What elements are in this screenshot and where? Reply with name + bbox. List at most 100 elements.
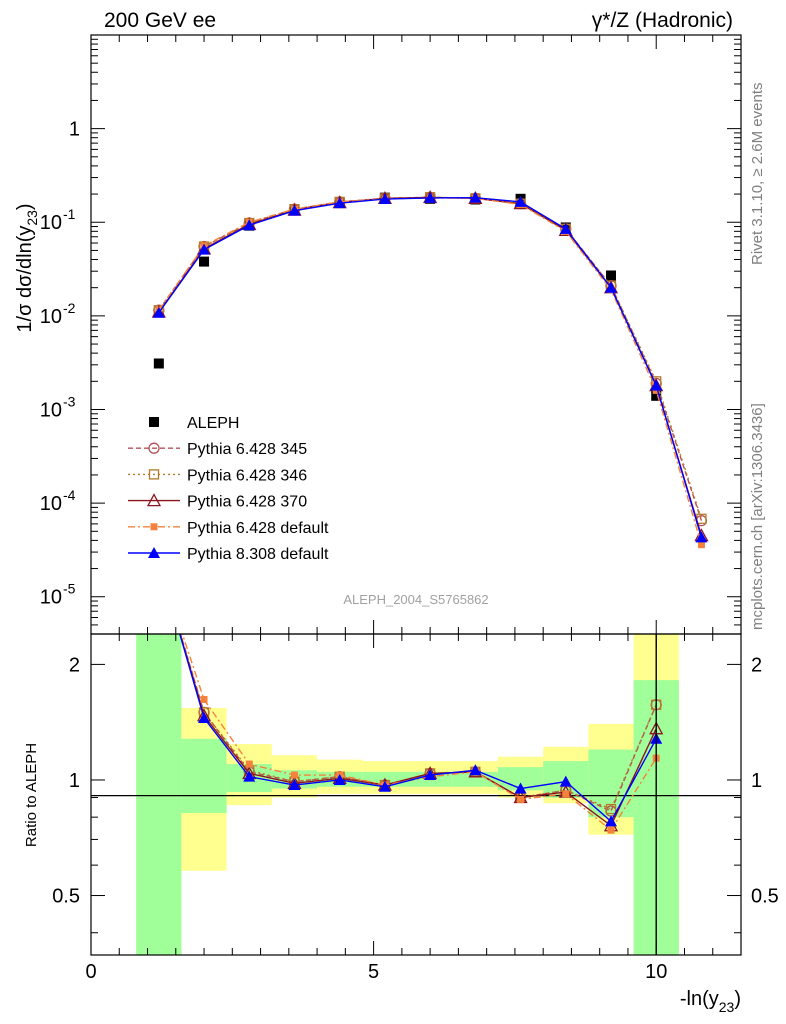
legend-label: Pythia 6.428 345 [187,441,307,458]
series-line-pythia-6-428-370 [158,196,703,536]
ratio-point-pythia-8-308-default [514,782,527,794]
header-left: 200 GeV ee [104,9,216,32]
legend-label: Pythia 6.428 346 [187,467,307,484]
ratio-y-tick-labels: 0.5 0.5 1 1 2 2 [52,654,779,907]
point-pythia-8-308-default [198,243,211,255]
ratio-point-pythia-8-308-default [559,775,572,787]
main-y-axis-ticks [90,35,742,635]
main-y-tick-exponent: -4 [63,487,76,503]
rivet-version-label: Rivet 3.1.10, ≥ 2.6M events [749,83,766,266]
stat-uncertainty-band [136,634,182,955]
point-pythia-8-308-default [605,281,617,293]
main-y-axis-label: 1/σ dσ/dln(y23) [14,203,40,332]
main-y-tick-exponent: -2 [63,300,76,316]
ratio-point-pythia-8-308-default [333,773,346,785]
point-aleph [696,648,706,658]
point-pythia-8-308-default [695,531,708,543]
x-tick-labels: 0 5 10 [85,961,667,983]
point-pythia-8-308-default [469,191,482,203]
legend-marker [146,493,162,507]
legend-label: Pythia 6.428 370 [187,494,307,511]
point-pythia-8-308-default [333,197,346,209]
ratio-point-pythia-6-428-default [562,790,570,798]
legend-marker [148,547,160,558]
ratio-y-tick-label-right: 2 [751,654,762,676]
ratio-y-tick-label: 1 [69,770,80,792]
point-pythia-8-308-default [559,222,572,234]
ratio-point-pythia-8-308-default [469,764,482,776]
legend-marker [148,469,160,480]
legend-label: Pythia 6.428 default [187,520,329,537]
legend-entry-pythia-6-428-370: Pythia 6.428 370 [128,493,307,511]
legend-entry-aleph: ALEPH [149,415,239,432]
ratio-point-pythia-6-428-default [607,826,615,834]
ratio-y-tick-label-right: 0.5 [751,886,779,908]
ratio-point-pythia-8-308-default [243,770,256,782]
ratio-y-axis-label: Ratio to ALEPH [23,743,40,847]
point-aleph [606,270,616,281]
point-aleph [651,390,662,401]
main-frame [90,34,742,635]
main-y-tick-exponent: -1 [63,206,76,222]
ratio-point-pythia-6-428-default [290,771,298,779]
point-pythia-8-308-default [424,191,437,203]
point-pythia-8-308-default [243,219,256,231]
main-y-tick-label: 10 [40,306,62,328]
main-y-tick-labels: 10 -510 -410 -310 -210 -11 [40,119,80,609]
point-aleph [199,256,210,267]
point-pythia-8-308-default [288,204,301,216]
ratio-uncertainty-bands [136,634,679,955]
mcplots-citation-label: mcplots.cern.ch [arXiv:1306.3436] [749,403,766,630]
legend-entry-pythia-6-428-345: Pythia 6.428 345 [128,441,307,458]
legend-label: ALEPH [187,415,239,432]
ratio-y-tick-label: 2 [69,654,80,676]
ratio-line-pythia-6-428-370 [179,634,657,827]
main-y-tick-exponent: -5 [63,581,76,597]
main-y-tick-label: 10 [40,399,62,421]
main-y-tick-label: 10 [40,212,62,234]
legend-entry-pythia-6-428-default: Pythia 6.428 default [128,520,329,537]
ratio-point-pythia-8-308-default [605,815,617,827]
legend-entry-pythia-6-428-346: Pythia 6.428 346 [128,467,307,484]
header-right: γ*/Z (Hadronic) [592,9,733,32]
legend-marker [148,442,160,454]
legend-label: Pythia 8.308 default [187,546,329,563]
main-y-tick-exponent: -3 [63,393,76,409]
watermark-analysis-id: ALEPH_2004_S5765862 [343,592,488,607]
ratio-point-pythia-8-308-default [198,712,211,724]
main-y-tick-label: 10 [40,587,62,609]
legend-entry-pythia-8-308-default: Pythia 8.308 default [128,546,329,563]
series-line-pythia-8-308-default [158,196,703,538]
point-aleph [153,358,164,369]
main-y-tick-label: 10 [40,493,62,515]
point-pythia-8-308-default [650,379,663,391]
ratio-point-pythia-6-428-default [245,760,253,768]
ratio-line-pythia-8-308-default [179,634,657,823]
x-axis-label: -ln(y23) [680,988,741,1015]
legend-marker [149,417,159,427]
ratio-point-pythia-8-308-default [424,769,437,781]
ratio-line-pythia-6-428-345 [179,634,657,812]
ratio-point-pythia-6-428-346 [605,803,617,815]
point-pythia-8-308-default [514,195,527,207]
ratio-panel: 0.5 0.5 1 1 2 2 0 5 10 Ratio to ALEPH -ln(y23) [23,634,779,1015]
stat-uncertainty-band [181,738,227,814]
main-panel: 10 -510 -410 -310 -210 -11 ALEPH_2004_S576586… [14,35,742,658]
ratio-frame [90,633,742,956]
point-pythia-8-308-default [378,193,391,205]
x-tick-label: 0 [85,961,96,983]
ratio-point-pythia-6-428-default [200,696,208,704]
ratio-y-tick-label: 0.5 [52,886,80,908]
legend-marker [150,523,158,531]
ratio-y-tick-label-right: 1 [751,770,762,792]
point-pythia-8-308-default [152,306,165,318]
legend: ALEPH Pythia 6.428 345 Pythia 6.428 346 Pyt… [128,415,329,563]
ratio-line-pythia-6-428-346 [179,634,657,810]
ratio-axis-ticks [90,634,742,955]
x-tick-label: 10 [645,961,667,983]
main-y-tick-label: 1 [69,119,80,141]
point-pythia-6-428-default [697,541,705,549]
ratio-point-pythia-8-308-default [288,779,301,791]
ratio-point-pythia-6-428-default [517,795,525,803]
